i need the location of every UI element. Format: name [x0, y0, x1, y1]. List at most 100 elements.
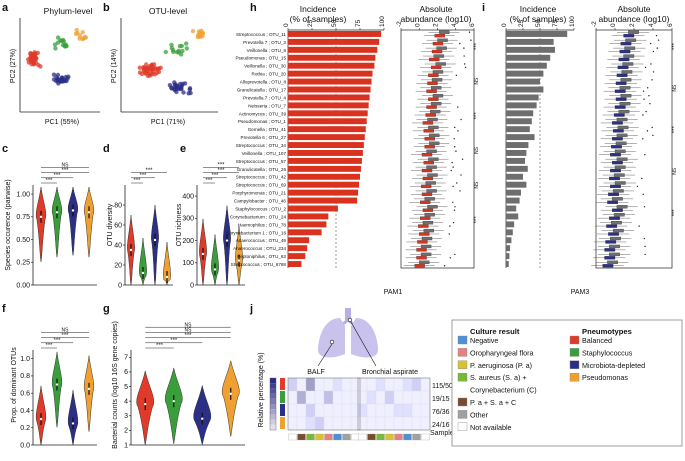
panel-label-d: d [103, 143, 110, 155]
legend-culture-swatch [457, 348, 468, 357]
scatterA-point [74, 27, 79, 33]
panelH-abundance-outlier [459, 42, 461, 45]
panelH-incidence-bar [288, 126, 366, 133]
panelI-abundance-box [614, 181, 626, 185]
violinE-median-dot [225, 239, 229, 242]
panelH-abundance-box [424, 197, 435, 201]
panelH-abundance-box [423, 160, 435, 165]
panelH-abundance-outlier [455, 150, 457, 152]
violinE-ytick-label: 0 [190, 282, 194, 289]
panelI-incidence-bar [506, 229, 513, 236]
legend-box [451, 319, 683, 447]
colorbar-step [270, 383, 276, 389]
panelI-abundance-outlier [649, 42, 652, 45]
violinD-violin-pseudomonas [163, 241, 171, 286]
heatmap-cell-bronchial [375, 403, 386, 418]
culture-strip-cell [421, 433, 430, 441]
scatterB-point [200, 31, 205, 36]
scatterB-point [169, 45, 175, 51]
panelH-taxon-label: Gemella ; OTU_41 [248, 127, 287, 132]
violinD-violin-staphylococcus [139, 237, 147, 286]
scatterB-point [169, 85, 174, 90]
panel-b-points [137, 28, 205, 96]
panelH-taxon-label: Streptococcus ; OTU_34 [236, 143, 287, 148]
panelH-taxon-label: Veillonella ; OTU_6 [247, 48, 287, 53]
panelH-taxon-label: Streptococcus ; OTU_6768 [231, 262, 287, 267]
panelI-incidence-tick-label: 25 [518, 19, 525, 27]
panelI-incidence-tick-label: 100 [569, 16, 576, 27]
violinE-median-dot [237, 259, 241, 262]
scatterB-point [169, 42, 174, 48]
scatterA-point [26, 60, 32, 65]
violinD-median-dot [129, 248, 133, 252]
violinF-median-dot [87, 387, 91, 391]
scatterB-point [184, 41, 189, 46]
panelH-abundance-box [428, 97, 439, 101]
panelH-abundance-box [426, 149, 437, 153]
panel-j-ylabel: Relative percentage (%) [258, 352, 265, 427]
legend-culture-label: P. a + S. a + C [470, 398, 516, 407]
violinE-ytick-label: 200 [182, 238, 194, 245]
panelH-abundance-tick-label: 2 [433, 23, 440, 27]
heatmap-cell-bronchial [411, 377, 422, 392]
panelH-taxon-label: Streptococcus ; OTU_57 [236, 159, 287, 164]
violinE-ytick-label: 400 [182, 193, 194, 200]
panelI-abundance-outlier [642, 114, 644, 116]
heatmap-cell-balf [287, 377, 298, 392]
panelH-abundance-box [420, 200, 431, 204]
heatmap-cell-balf [305, 416, 316, 431]
violinD-ytick-label: 20 [114, 262, 122, 269]
panelH-taxon-label: Veillonella ; OTU_30 [244, 64, 286, 69]
panelH-abundance-box [430, 86, 442, 90]
scatterA-point [32, 58, 37, 63]
panelI-abundance-tick-label: -2 [591, 21, 598, 27]
scatterB-point [179, 86, 184, 92]
panel-j-bronchial-title: Bronchial aspirate [362, 369, 418, 376]
panelH-abundance-box [424, 137, 435, 141]
panelH-abundance-outlier [450, 169, 452, 172]
panelH-abundance-box [425, 113, 436, 117]
panelI-abundance-outlier [642, 90, 645, 92]
violinG-sig-label: *** [156, 343, 164, 349]
panelI-abundance-outlier [642, 138, 644, 140]
panelI-abundance-outlier [641, 177, 643, 180]
culture-strip-cell [297, 433, 306, 441]
panelH-abundance-box [416, 248, 427, 252]
panelI-sig-label: NS [672, 167, 678, 175]
panelH-abundance-box [420, 252, 432, 257]
panel-c-ylabel: Species occurence (pairwise) [5, 179, 12, 270]
heatmap-cell-balf [314, 390, 325, 405]
panelH-abundance-box [426, 89, 437, 93]
violinD-ytick-label: 0 [118, 282, 122, 289]
legend-culture-title: Culture result [470, 327, 520, 336]
panelH-taxon-label: Prevotella 6 ; OTU_27 [241, 135, 287, 140]
violinD-sig-label: *** [145, 168, 153, 174]
heatmap-cell-bronchial [357, 377, 368, 392]
legend-culture-label: Corynebacterium (C) [470, 386, 537, 395]
panelI-abundance-frame [595, 29, 673, 269]
panelH-abundance-box [416, 256, 427, 260]
panel-i-incidence-subtitle: (% of samples) [510, 14, 567, 24]
panelI-abundance-box [616, 157, 628, 161]
heatmap-row-pneumotype [280, 404, 285, 416]
panelH-abundance-box [426, 105, 437, 109]
violinG-median-dot [229, 392, 232, 396]
culture-strip-cell [385, 433, 394, 441]
panelH-abundance-box [417, 240, 428, 244]
panel-a: Phylum-level PC1 (55%) PC2 (27%) [10, 6, 100, 126]
panel-label-c: c [2, 143, 8, 155]
panelI-abundance-box [616, 133, 628, 138]
heatmap-cell-bronchial [384, 416, 395, 431]
panelI-incidence-tick-label: 0 [501, 23, 508, 27]
violinF-ytick-label: 0.8 [20, 373, 30, 380]
panel-b-xlabel: PC1 (71%) [151, 119, 185, 126]
panelI-abundance-outlier [652, 50, 655, 53]
panelI-abundance-tick-label: 4 [648, 23, 655, 27]
panelI-incidence-bar [506, 197, 520, 204]
legend-culture-swatch [457, 335, 468, 345]
panelH-abundance-outlier [449, 225, 451, 227]
scatterB-point [184, 46, 189, 51]
panelI-incidence-bar [506, 237, 512, 244]
panel-h-abundance-subtitle: abundance (log10) [401, 14, 472, 24]
